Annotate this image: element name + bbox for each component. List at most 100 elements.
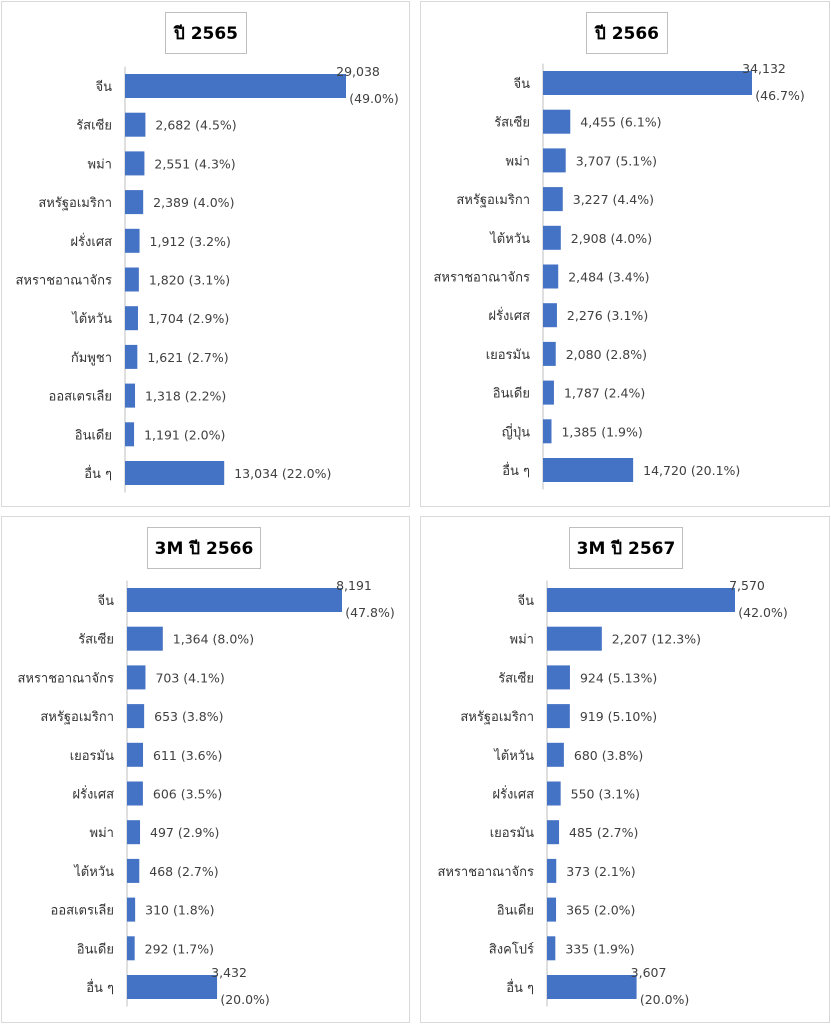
bar (125, 267, 139, 292)
bar (547, 936, 556, 961)
bar (125, 190, 144, 215)
category-label: รัสเซีย (498, 670, 534, 686)
bar (543, 458, 634, 482)
value-label: 3,707 (5.1%) (576, 153, 657, 168)
bar (125, 112, 146, 137)
value-label: 3,432 (211, 965, 247, 980)
value-label: 4,455 (6.1%) (580, 115, 661, 130)
bar (127, 665, 146, 690)
bar (127, 588, 342, 612)
category-label: พม่า (506, 154, 530, 169)
category-label: ไต้หวัน (71, 311, 112, 327)
value-label: 550 (3.1%) (571, 787, 640, 802)
category-label: สหรัฐอเมริกา (40, 710, 114, 725)
value-label: 924 (5.13%) (580, 670, 657, 685)
percent-label: (49.0%) (349, 91, 398, 106)
bar (547, 742, 564, 767)
value-label: 7,570 (729, 578, 765, 593)
bar (543, 225, 561, 250)
bar (543, 380, 554, 405)
category-label: จีน (95, 79, 112, 95)
category-label: อินเดีย (493, 386, 530, 402)
bar (547, 858, 557, 883)
value-label: 3,227 (4.4%) (573, 192, 654, 207)
category-label: สหราชอาณาจักร (15, 274, 112, 289)
category-label: เยอรมัน (486, 348, 530, 363)
bar (125, 383, 136, 408)
category-label: อื่น ๆ (502, 462, 530, 479)
category-label: จีน (517, 593, 534, 609)
value-label: 29,038 (336, 64, 380, 79)
value-label: 919 (5.10%) (580, 709, 657, 724)
value-label: 2,207 (12.3%) (612, 632, 701, 647)
value-label: 292 (1.7%) (145, 941, 214, 956)
bar (547, 588, 735, 612)
bar (543, 303, 557, 328)
value-label: 468 (2.7%) (149, 864, 218, 879)
value-label: 373 (2.1%) (566, 864, 635, 879)
bar (125, 74, 346, 98)
category-label: อื่น ๆ (86, 979, 114, 996)
category-label: อินเดีย (75, 427, 112, 443)
category-label: รัสเซีย (76, 118, 112, 134)
bar (543, 109, 571, 134)
bar (547, 897, 557, 922)
category-label: พม่า (510, 633, 534, 648)
value-label: 2,484 (3.4%) (568, 270, 649, 285)
value-label: 13,034 (22.0%) (234, 466, 331, 481)
value-label: 310 (1.8%) (145, 903, 214, 918)
bar (127, 626, 163, 651)
bar (543, 264, 559, 289)
category-label: เยอรมัน (70, 749, 114, 764)
category-label: อื่น ๆ (506, 979, 534, 996)
bar (127, 936, 135, 961)
bar (543, 148, 566, 173)
value-label: 335 (1.9%) (565, 941, 634, 956)
category-label: สหรัฐอเมริกา (38, 196, 112, 211)
value-label: 2,080 (2.8%) (566, 347, 647, 362)
bar (125, 151, 145, 176)
bar (127, 858, 140, 883)
category-label: ออสเตรเลีย (51, 903, 114, 919)
category-label: ฝรั่งเศส (70, 233, 112, 250)
bar (543, 341, 556, 366)
bar (543, 71, 752, 95)
value-label: 2,682 (4.5%) (155, 118, 236, 133)
bar (547, 781, 561, 806)
bar (125, 422, 135, 447)
category-label: อินเดีย (77, 941, 114, 957)
bar (127, 742, 144, 767)
value-label: 1,912 (3.2%) (150, 234, 231, 249)
category-label: สิงคโปร์ (489, 941, 534, 957)
value-label: 1,787 (2.4%) (564, 386, 645, 401)
value-label: 653 (3.8%) (154, 709, 223, 724)
category-label: ฝรั่งเศส (488, 307, 530, 324)
bar (125, 306, 138, 331)
bar (127, 820, 141, 845)
category-label: พม่า (88, 157, 112, 172)
value-label: 680 (3.8%) (574, 748, 643, 763)
value-label: 2,276 (3.1%) (567, 308, 648, 323)
category-label: กัมพูชา (71, 351, 112, 366)
percent-label: (20.0%) (640, 992, 689, 1007)
bar (125, 344, 138, 369)
category-label: ญี่ปุ่น (502, 423, 530, 440)
value-label: 2,551 (4.3%) (154, 156, 235, 171)
value-label: 1,385 (1.9%) (561, 424, 642, 439)
percent-label: (20.0%) (220, 992, 269, 1007)
value-label: 1,364 (8.0%) (173, 632, 254, 647)
category-label: อินเดีย (497, 903, 534, 919)
bar (125, 228, 140, 253)
value-label: 14,720 (20.1%) (643, 463, 740, 478)
value-label: 3,607 (631, 965, 667, 980)
bar (127, 704, 145, 729)
value-label: 606 (3.5%) (153, 787, 222, 802)
value-label: 365 (2.0%) (566, 903, 635, 918)
category-label: ฝรั่งเศส (492, 786, 534, 803)
bar (547, 704, 570, 729)
chart-title: 3M ปี 2567 (569, 527, 683, 569)
percent-label: (47.8%) (345, 605, 394, 620)
